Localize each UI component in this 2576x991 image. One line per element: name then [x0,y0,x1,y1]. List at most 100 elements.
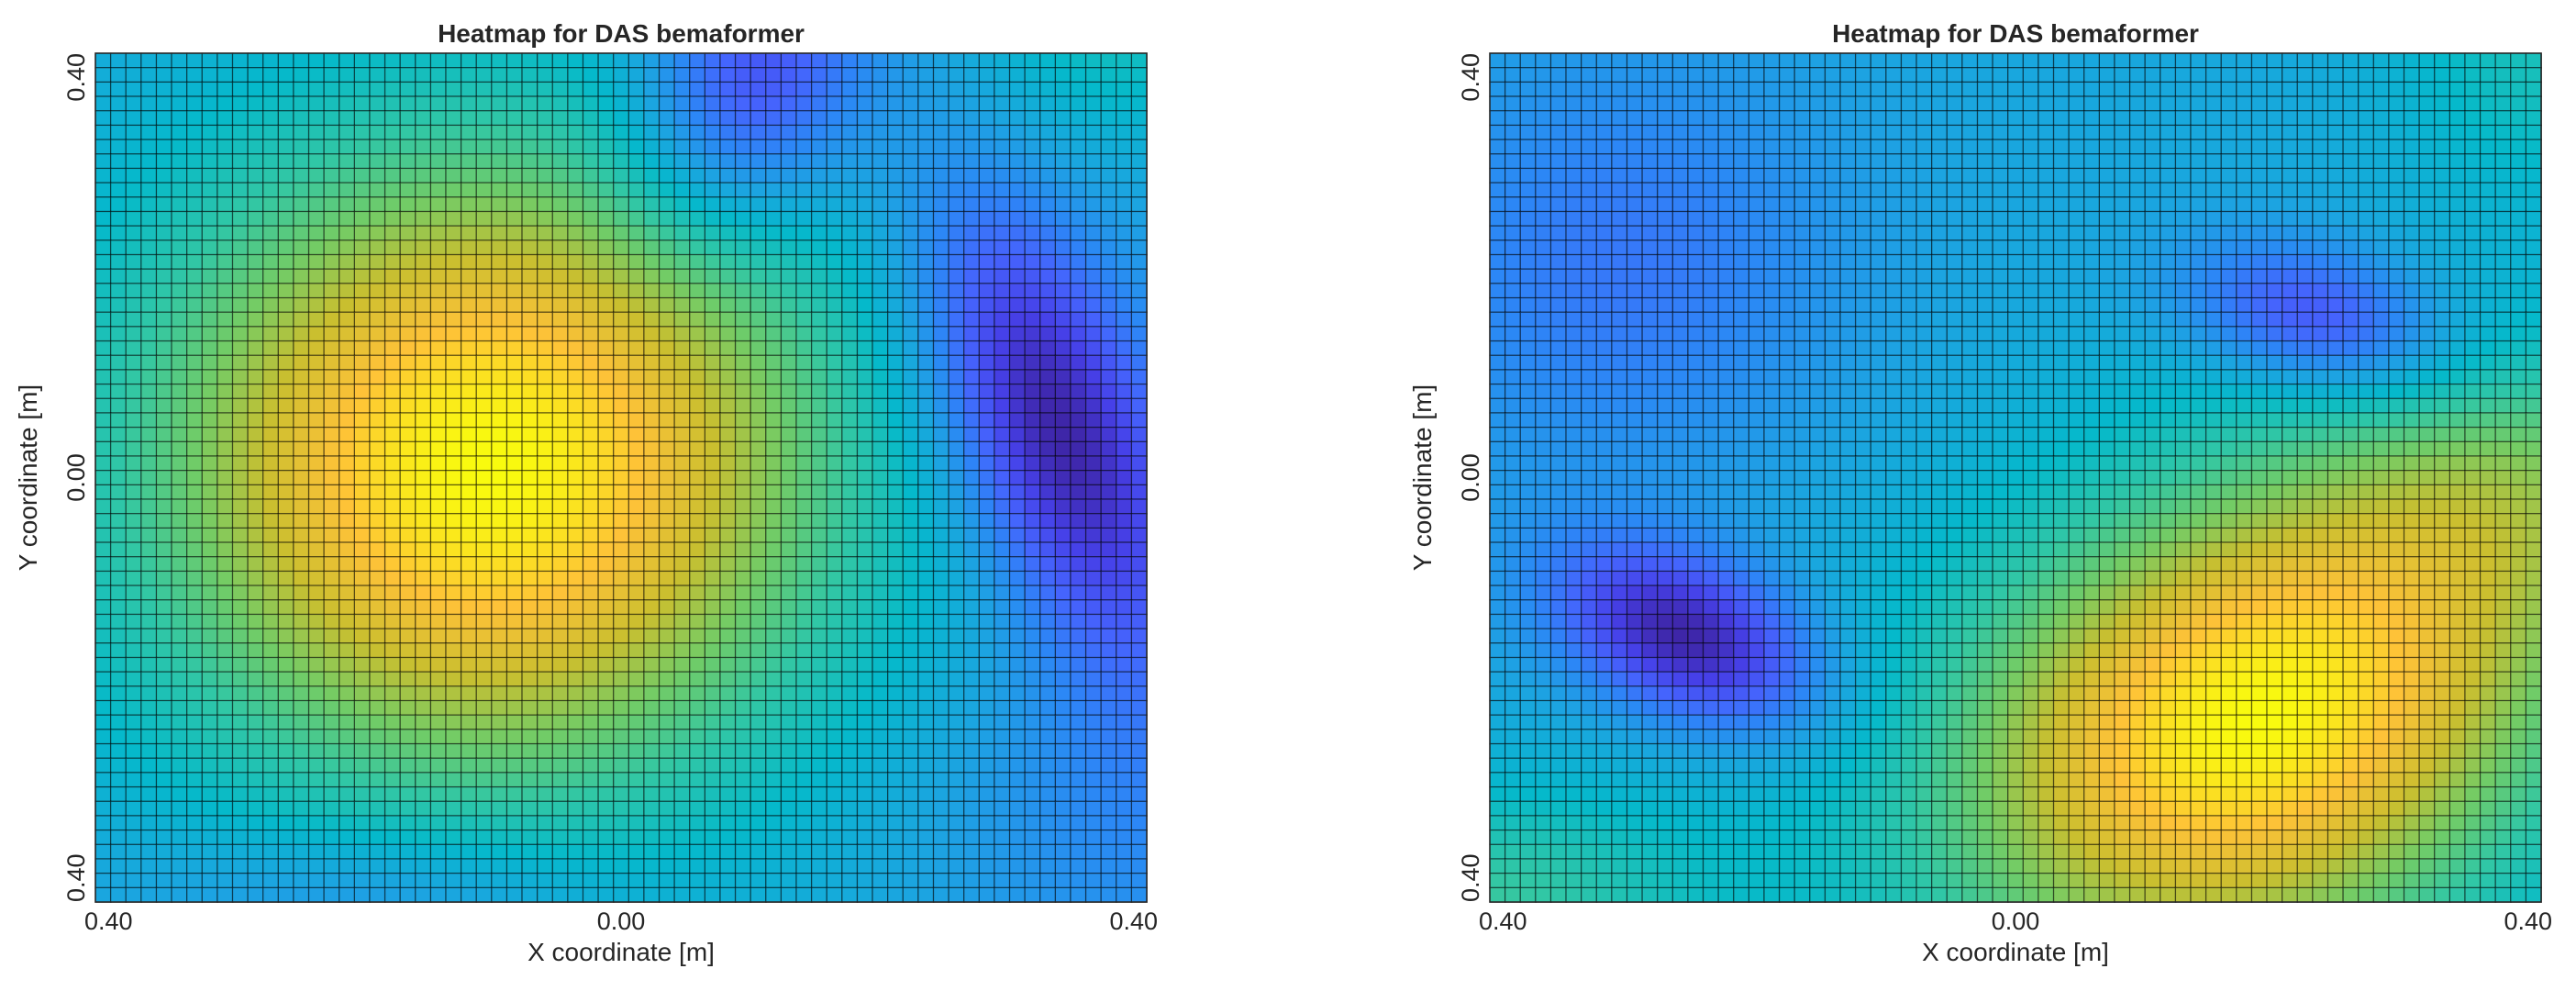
heatmap-cell [780,455,797,472]
heatmap-cell [856,800,873,817]
heatmap-cell [171,527,188,543]
heatmap-cell [613,52,630,69]
heatmap-cell [948,369,965,385]
heatmap-cell [978,110,995,127]
heatmap-cell [1084,326,1103,342]
heatmap-cell [932,110,950,127]
heatmap-cell [551,239,569,256]
heatmap-cell [2403,167,2421,184]
heatmap-cell [1595,95,1613,112]
heatmap-cell [155,613,172,630]
heatmap-cell [2236,153,2253,170]
heatmap-cell [1100,800,1117,817]
heatmap-cell [597,757,615,774]
heatmap-cell [262,124,280,141]
heatmap-cell [673,81,691,97]
heatmap-cell [1024,426,1041,443]
heatmap-cell [582,253,600,271]
heatmap-cell [2418,95,2436,112]
heatmap-cell [2236,225,2253,241]
heatmap-cell [2448,196,2466,213]
heatmap-cell [2266,81,2283,97]
heatmap-cell [1763,167,1781,184]
heatmap-cell [201,729,218,745]
heatmap-cell [749,513,767,529]
heatmap-cell [1778,81,1796,97]
heatmap-cell [2114,124,2131,141]
heatmap-cell [1535,110,1552,127]
heatmap-cell [415,729,432,745]
heatmap-cell [475,239,493,256]
heatmap-cell [201,757,218,774]
heatmap-cell [597,196,615,213]
heatmap-cell [780,153,797,170]
heatmap-cell [841,599,859,616]
heatmap-cell [2312,52,2329,69]
heatmap-cell [994,843,1011,860]
heatmap-cell [2312,210,2329,228]
heatmap-cell [217,52,234,69]
heatmap-cell [963,527,981,543]
heatmap-cell [399,440,416,457]
heatmap-cell [704,52,721,69]
heatmap-cell [353,340,371,357]
heatmap-cell [1054,426,1071,443]
heatmap-cell [399,656,416,674]
heatmap-cell [597,714,615,730]
heatmap-cell [872,685,889,702]
heatmap-cell [94,412,112,429]
heatmap-cell [567,455,584,472]
heatmap-cell [2190,139,2207,155]
heatmap-cell [460,498,478,515]
heatmap-cell [810,815,828,831]
heatmap-cell [1671,225,1689,241]
heatmap-cell [537,714,554,730]
heatmap-cell [293,369,310,385]
heatmap-cell [902,613,919,630]
heatmap-cell [582,210,600,228]
heatmap-cell [247,800,264,817]
heatmap-cell [613,455,630,472]
heatmap-cell [643,772,661,788]
heatmap-cell [704,757,721,774]
heatmap-cell [917,656,935,674]
heatmap-cell [673,714,691,730]
heatmap-cell [429,311,447,328]
heatmap-cell [673,527,691,543]
heatmap-cell [719,225,737,241]
heatmap-cell [689,124,706,141]
heatmap-cell [2326,67,2345,84]
heatmap-cell [902,52,919,69]
heatmap-cell [627,67,645,84]
heatmap-cell [2525,95,2542,112]
heatmap-cell [932,484,950,500]
heatmap-cell [643,642,661,659]
heatmap-cell [460,570,478,587]
heatmap-cell [1778,110,1796,127]
heatmap-cell [94,210,112,228]
heatmap-cell [551,527,569,543]
heatmap-cell [505,239,523,256]
heatmap-cell [2494,95,2512,112]
heatmap-cell [780,239,797,256]
heatmap-cell [917,829,935,846]
heatmap-cell [2052,52,2071,69]
heatmap-cell [1070,95,1087,112]
heatmap-cell [1116,843,1133,860]
heatmap-cell [567,470,584,486]
heatmap-cell [1504,153,1522,170]
heatmap-cell [323,599,340,616]
heatmap-cell [369,67,386,84]
heatmap-cell [339,210,356,228]
heatmap-cell [902,369,919,385]
heatmap-cell [339,656,356,674]
heatmap-cell [1130,886,1148,903]
heatmap-cell [872,886,889,903]
heatmap-cell [1687,81,1704,97]
heatmap-cell [460,785,478,803]
heatmap-cell [1008,239,1027,256]
heatmap-cell [1793,167,1811,184]
heatmap-cell [1130,283,1148,299]
heatmap-cell [963,699,981,717]
heatmap-cell [826,785,843,803]
